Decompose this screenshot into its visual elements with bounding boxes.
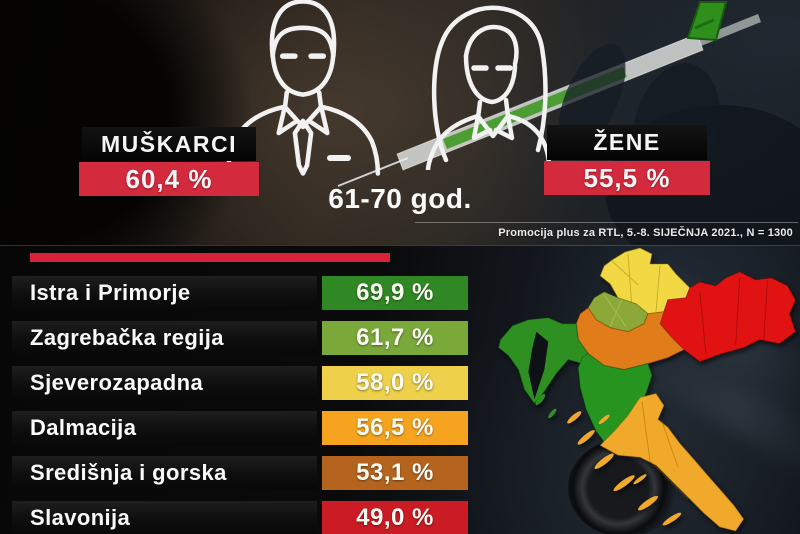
region-value-badge: 53,1 % xyxy=(322,456,468,490)
male-label-badge: MUŠKARCI xyxy=(82,127,256,161)
region-name: Istra i Primorje xyxy=(12,276,317,310)
region-name: Slavonija xyxy=(12,501,317,534)
region-name: Zagrebačka regija xyxy=(12,321,317,355)
map-region-dalmacija xyxy=(599,392,745,532)
region-value-badge: 61,7 % xyxy=(322,321,468,355)
male-value-badge: 60,4 % xyxy=(79,162,259,196)
source-divider-line xyxy=(415,222,798,223)
source-caption: Promocija plus za RTL, 5.-8. SIJEČNJA 20… xyxy=(498,227,793,239)
map-sea-inlet xyxy=(528,331,549,400)
region-name: Sjeverozapadna xyxy=(12,366,317,400)
map-region-slavonija xyxy=(659,271,797,363)
map-islands-kvarner xyxy=(535,393,557,419)
woman-icon xyxy=(425,5,552,170)
region-row: Zagrebačka regija 61,7 % xyxy=(0,321,470,355)
region-value-badge: 56,5 % xyxy=(322,411,468,445)
region-row: Sjeverozapadna 58,0 % xyxy=(0,366,470,400)
female-label-badge: ŽENE xyxy=(547,125,707,160)
section-title-bar xyxy=(30,253,390,262)
region-row: Središnja i gorska 53,1 % xyxy=(0,456,470,490)
region-name: Dalmacija xyxy=(12,411,317,445)
gender-section: MUŠKARCI 60,4 % ŽENE 55,5 % 61-70 god. P… xyxy=(0,0,800,310)
hand-dash-decoration xyxy=(327,155,351,161)
age-group-label: 61-70 god. xyxy=(328,183,472,214)
region-row: Dalmacija 56,5 % xyxy=(0,411,470,445)
region-row: Slavonija 49,0 % xyxy=(0,501,470,534)
region-value-badge: 58,0 % xyxy=(322,366,468,400)
region-value-badge: 49,0 % xyxy=(322,501,468,534)
region-value-badge: 69,9 % xyxy=(322,276,468,310)
regions-section: Istra i Primorje 69,9 % Zagrebačka regij… xyxy=(0,239,800,534)
female-value-badge: 55,5 % xyxy=(544,161,710,195)
region-row: Istra i Primorje 69,9 % xyxy=(0,276,470,310)
man-icon xyxy=(225,0,381,176)
region-name: Središnja i gorska xyxy=(12,456,317,490)
croatia-map xyxy=(497,247,797,532)
map-islands-dalmacija xyxy=(567,411,682,526)
